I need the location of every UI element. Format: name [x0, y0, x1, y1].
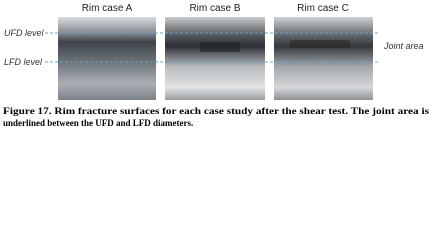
photo: [274, 17, 373, 100]
panel-label: Rim case B: [189, 3, 240, 14]
photo-detail: [200, 42, 240, 52]
annotation: Joint area: [383, 41, 424, 51]
photo-detail: [290, 40, 350, 48]
panel-label: Rim case C: [297, 3, 349, 14]
caption: Figure 17. Rim fracture surfaces for eac…: [3, 106, 430, 116]
level-label: UFD level: [4, 28, 45, 38]
photo: [58, 17, 156, 100]
figure: Rim case A Rim case B Rim case C UFD lev…: [3, 3, 430, 128]
level-label: LFD level: [4, 57, 43, 67]
panel-label: Rim case A: [82, 3, 133, 14]
photo: [165, 17, 265, 100]
caption: underlined between the UFD and LFD diame…: [3, 118, 193, 128]
